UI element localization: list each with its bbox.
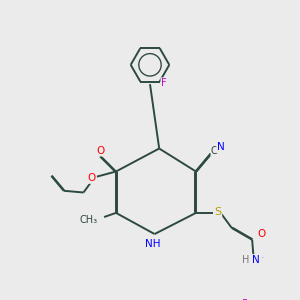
Text: N: N — [252, 255, 260, 265]
Text: H: H — [242, 255, 250, 265]
Text: F: F — [242, 298, 247, 300]
Text: S: S — [214, 207, 222, 217]
Text: O: O — [258, 229, 266, 239]
Text: F: F — [161, 78, 167, 88]
Text: O: O — [97, 146, 105, 156]
Text: CH₃: CH₃ — [80, 215, 98, 225]
Text: C: C — [211, 146, 218, 156]
Text: NH: NH — [146, 239, 161, 249]
Text: N: N — [217, 142, 225, 152]
Text: O: O — [88, 173, 96, 183]
